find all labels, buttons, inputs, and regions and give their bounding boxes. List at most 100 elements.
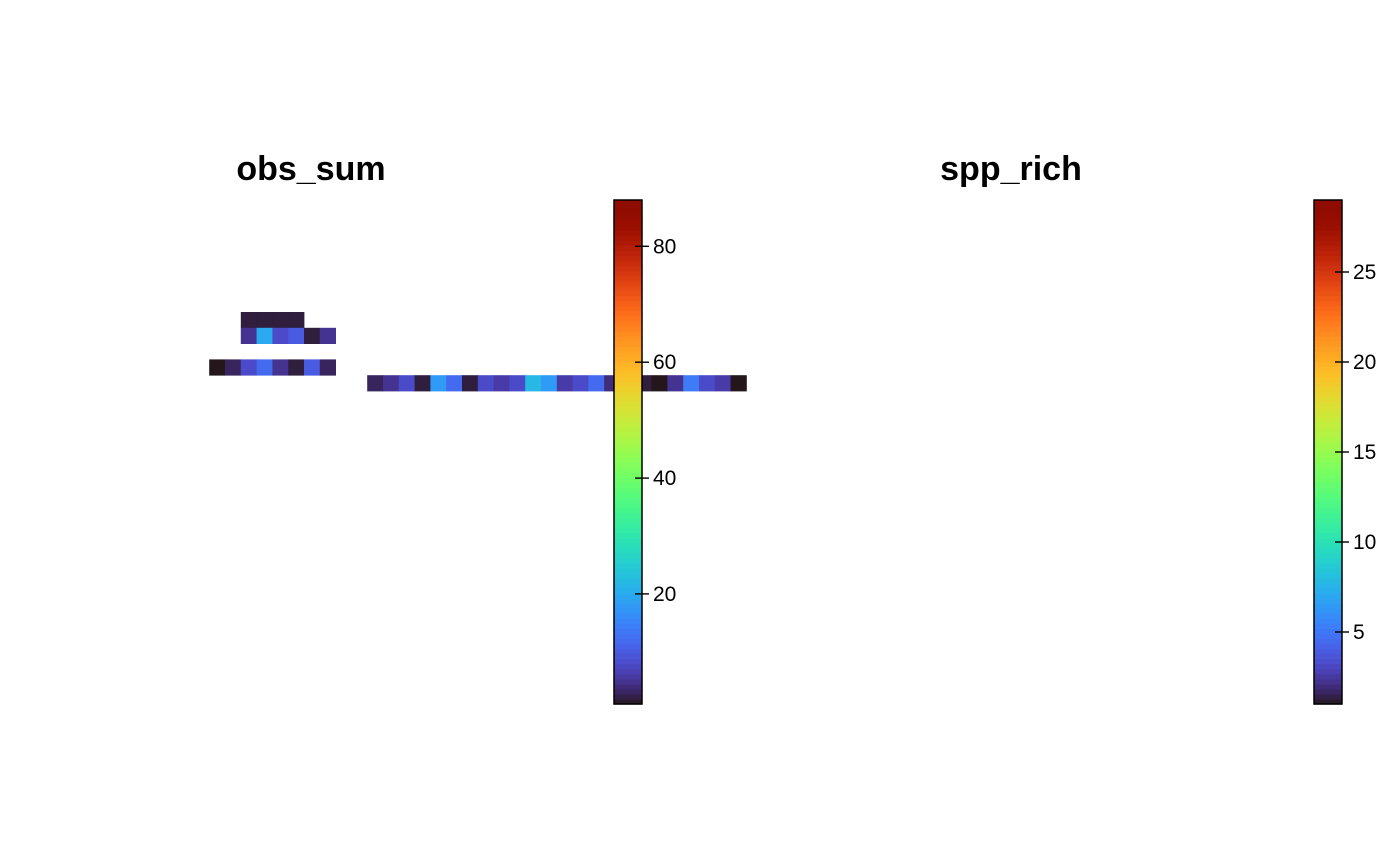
legend-gradient-step (1314, 300, 1342, 307)
legend-gradient-step (1314, 225, 1342, 231)
legend-gradient-step (1314, 542, 1342, 549)
legend-gradient-step (1314, 320, 1342, 327)
legend-gradient-step (614, 452, 642, 458)
legend-gradient-step (614, 583, 642, 589)
legend-gradient-step (1314, 567, 1342, 574)
legend-gradient-step (614, 698, 642, 705)
panel-title-spp-rich: spp_rich (940, 150, 1082, 188)
raster-cell (319, 327, 336, 344)
raster-cell (588, 375, 605, 392)
legend-gradient-step (614, 250, 642, 257)
legend-gradient-step (614, 658, 642, 665)
legend-gradient-step (614, 361, 642, 367)
legend-gradient-step (614, 295, 642, 302)
legend-gradient-step (1314, 446, 1342, 453)
legend-gradient-step (1314, 512, 1342, 519)
legend-gradient-step (614, 336, 642, 342)
raster-cell (209, 359, 226, 376)
raster-cell (272, 359, 289, 376)
legend-gradient-step (614, 593, 642, 599)
legend-gradient-step (1314, 260, 1342, 267)
legend-gradient-step (1314, 572, 1342, 579)
legend-gradient-step (1314, 497, 1342, 503)
legend-gradient-step (1314, 583, 1342, 589)
legend-gradient-step (614, 210, 642, 216)
raster-cell (493, 375, 510, 392)
legend-gradient-step (1314, 215, 1342, 221)
raster-cell (288, 312, 305, 329)
legend-gradient-step (614, 426, 642, 433)
legend-gradient-step (1314, 663, 1342, 670)
raster-cell (319, 359, 336, 376)
legend-gradient-step (614, 638, 642, 645)
legend-gradient-step (1314, 371, 1342, 377)
legend-gradient-step (1314, 411, 1342, 418)
legend-gradient-step (1314, 305, 1342, 312)
legend-gradient-step (614, 618, 642, 624)
legend-gradient-step (614, 416, 642, 423)
legend-gradient-step (1314, 386, 1342, 393)
raster-cell (446, 375, 463, 392)
raster-cell (304, 327, 321, 344)
raster-cell (383, 375, 400, 392)
raster-cell (667, 375, 684, 392)
legend-gradient-step (614, 235, 642, 241)
raster-cell (256, 327, 273, 344)
legend-gradient-step (614, 240, 642, 246)
legend-gradient-step (1314, 527, 1342, 534)
legend-gradient-step (1314, 356, 1342, 362)
legend-gradient-step (1314, 230, 1342, 236)
legend-gradient-step (614, 598, 642, 604)
raster-cell (240, 359, 257, 376)
legend-gradient-step (1314, 688, 1342, 695)
legend-tick-label: 10 (1353, 531, 1376, 554)
legend-gradient-step (1314, 255, 1342, 262)
legend-gradient-step (614, 512, 642, 519)
raster-cell (225, 359, 242, 376)
legend-gradient-step (1314, 477, 1342, 483)
legend-gradient-step (1314, 391, 1342, 398)
legend-gradient-step (614, 552, 642, 559)
raster-cell (272, 327, 289, 344)
legend-gradient-step (614, 275, 642, 282)
legend-gradient-step (614, 205, 642, 211)
legend-gradient-step (614, 346, 642, 352)
legend-gradient-step (1314, 683, 1342, 690)
raster-cell (541, 375, 558, 392)
legend-gradient-step (614, 381, 642, 388)
raster-cell (572, 375, 589, 392)
legend-gradient-step (1314, 668, 1342, 675)
legend-gradient-step (1314, 693, 1342, 700)
legend-gradient-step (1314, 205, 1342, 211)
legend-gradient-step (614, 220, 642, 226)
legend-gradient-step (1314, 436, 1342, 443)
legend-gradient-step (614, 542, 642, 549)
legend-tick-label: 25 (1353, 261, 1376, 284)
legend-gradient-step (614, 643, 642, 650)
legend-gradient-step (1314, 326, 1342, 332)
legend-gradient-step (1314, 315, 1342, 322)
legend-gradient-step (614, 441, 642, 448)
legend-gradient-step (1314, 240, 1342, 246)
legend-gradient-step (1314, 210, 1342, 216)
legend-gradient-step (614, 537, 642, 544)
legend-gradient-step (1314, 265, 1342, 272)
legend-tick-label: 15 (1353, 441, 1376, 464)
legend-gradient-step (614, 578, 642, 584)
legend-gradient-step (614, 673, 642, 680)
legend-tick-label: 20 (653, 583, 676, 606)
legend-gradient-step (614, 300, 642, 307)
legend-gradient-step (614, 562, 642, 569)
legend-gradient-step (1314, 406, 1342, 413)
legend-gradient-step (1314, 341, 1342, 347)
legend-gradient-step (1314, 295, 1342, 302)
legend-gradient-step (1314, 608, 1342, 614)
legend-gradient-step (1314, 547, 1342, 554)
legend-gradient-step (614, 341, 642, 347)
legend-gradient-step (1314, 361, 1342, 367)
legend-gradient-step (1314, 270, 1342, 277)
legend-gradient-step (1314, 603, 1342, 609)
legend-gradient-step (1314, 633, 1342, 640)
raster-cell (462, 375, 479, 392)
legend-gradient-step (614, 446, 642, 453)
